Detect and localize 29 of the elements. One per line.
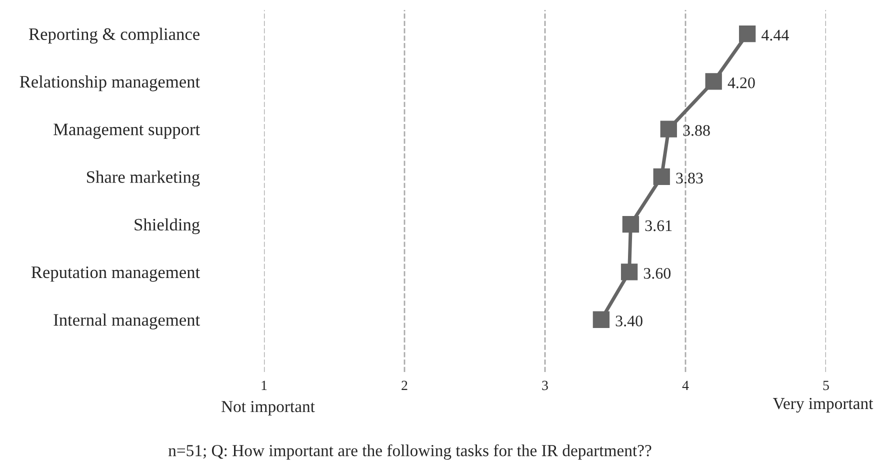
y-tick-label: Shielding: [134, 218, 200, 234]
y-tick-label: Management support: [54, 124, 200, 139]
text: Very important: [772, 398, 874, 413]
point: [660, 120, 677, 138]
data-label: 3.88: [683, 125, 710, 136]
point: [653, 168, 670, 186]
data-label: 3.60: [644, 268, 671, 279]
data-label: 4.20: [728, 77, 755, 88]
y-tick-label: Internal management: [54, 314, 200, 330]
y-tick-label: Reputation management: [31, 266, 200, 282]
point: [738, 25, 756, 42]
data-label: 4.44: [762, 30, 789, 41]
y-tick-label: Reporting & compliance: [28, 28, 200, 44]
point: [592, 311, 610, 328]
point: [622, 216, 640, 233]
x-tick-label: 2: [402, 380, 408, 390]
point: [705, 73, 722, 90]
data-label: 3.40: [616, 316, 642, 326]
x-tick-label: 5: [823, 380, 829, 390]
data-label: 3.61: [645, 220, 672, 232]
text: Not important: [221, 400, 315, 416]
y-tick-label: Relationship management: [20, 75, 200, 92]
data-label: 3.83: [676, 172, 703, 184]
text: n=51; Q: How important are the following tasks for the IR department??: [168, 444, 652, 460]
x-tick-label: 1: [262, 380, 267, 390]
point: [620, 264, 638, 280]
x-tick-label: 4: [682, 380, 689, 390]
y-tick-label: Share marketing: [87, 170, 200, 186]
x-tick-label: 3: [542, 380, 548, 390]
